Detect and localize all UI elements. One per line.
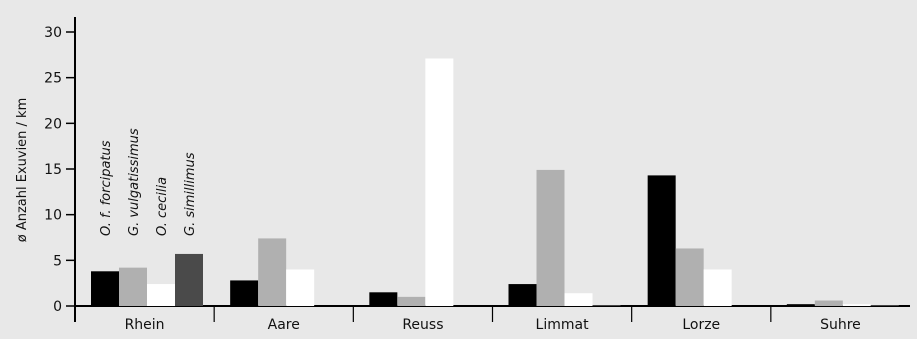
bar [703,269,732,306]
bar [175,253,203,306]
y-tick-label: 25 [44,71,62,87]
bar [425,58,454,307]
x-tick-label: Suhre [820,317,861,333]
y-tick-label: 20 [44,116,62,132]
series-label: O. cecilia [155,177,170,236]
x-tick-label: Limmat [536,317,590,333]
bar [258,238,287,306]
bar [369,292,398,306]
bars [91,58,899,307]
bar [119,267,147,306]
bar [592,305,621,306]
bar [397,296,426,306]
x-axis: Rhein Aare Reuss Limmat Lorze Suhre [75,305,910,333]
y-tick-label: 15 [44,162,62,178]
bar [508,284,537,306]
x-tick-label: Rhein [125,317,165,333]
bar [230,280,259,306]
y-axis: 0 5 10 15 20 25 30 [44,17,76,322]
y-tick-label: 5 [53,253,62,269]
y-tick-label: 0 [53,299,62,315]
bar [870,305,899,306]
y-tick-label: 30 [44,25,62,41]
bar [536,169,565,306]
bar [91,271,119,306]
series-labels: O. f. forcipatus G. vulgatissimus O. cecil… [99,128,198,236]
bar [647,175,676,306]
series-label: G. simillimus [183,152,198,236]
x-tick-label: Aare [268,317,300,333]
bar [842,304,871,306]
bar [675,248,704,306]
x-tick-label: Reuss [402,317,443,333]
y-tick-label: 10 [44,208,62,224]
bar [564,293,593,306]
bar [814,300,843,306]
bar [786,304,815,306]
bar [147,284,175,306]
bar [286,269,315,306]
series-label: G. vulgatissimus [127,128,142,236]
series-label: O. f. forcipatus [99,140,114,236]
y-axis-title: ø Anzahl Exuvien / km [15,98,30,243]
x-tick-label: Lorze [682,317,720,333]
